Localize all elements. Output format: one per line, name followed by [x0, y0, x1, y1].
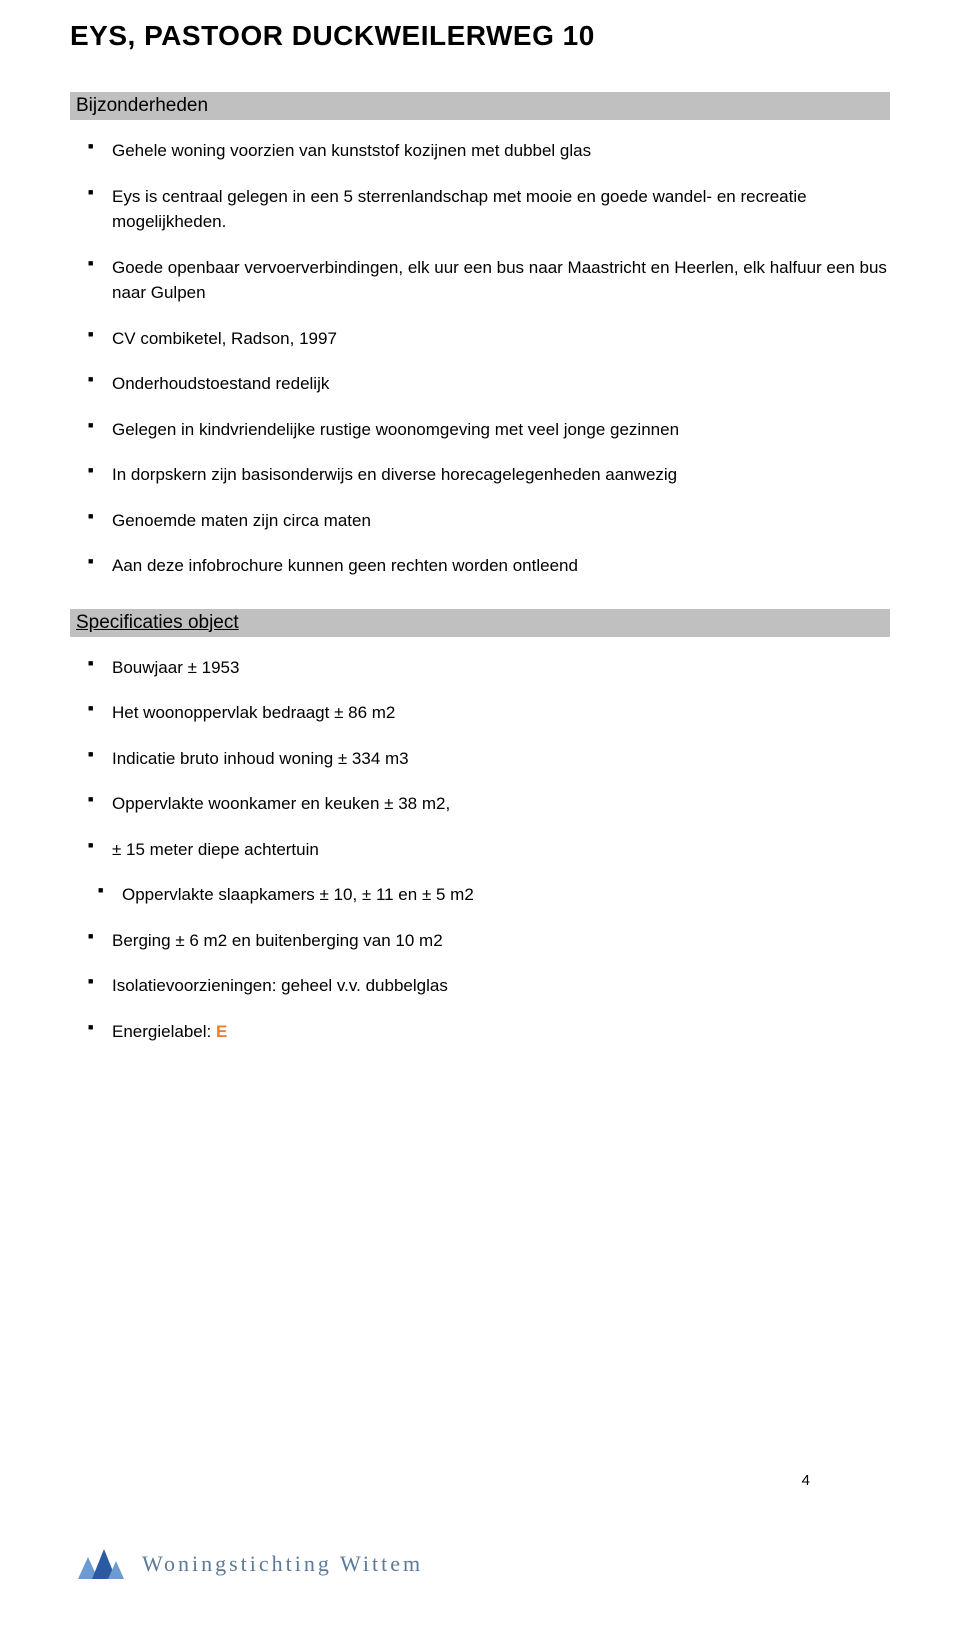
page-number: 4 — [802, 1472, 810, 1489]
item-list: Bouwjaar ± 1953 Het woonoppervlak bedraa… — [70, 655, 890, 1045]
energy-letter: E — [216, 1022, 227, 1041]
list-item: Het woonoppervlak bedraagt ± 86 m2 — [70, 700, 890, 726]
list-item: Indicatie bruto inhoud woning ± 334 m3 — [70, 746, 890, 772]
list-item: Goede openbaar vervoerverbindingen, elk … — [70, 255, 890, 306]
list-item: Onderhoudstoestand redelijk — [70, 371, 890, 397]
list-item: Oppervlakte woonkamer en keuken ± 38 m2, — [70, 791, 890, 817]
list-item: CV combiketel, Radson, 1997 — [70, 326, 890, 352]
energy-prefix: Energielabel: — [112, 1022, 216, 1041]
list-item: ± 15 meter diepe achtertuin — [70, 837, 890, 863]
list-item: Berging ± 6 m2 en buitenberging van 10 m… — [70, 928, 890, 954]
list-item: Gehele woning voorzien van kunststof koz… — [70, 138, 890, 164]
item-list: Gehele woning voorzien van kunststof koz… — [70, 138, 890, 579]
section-bijzonderheden: Bijzonderheden Gehele woning voorzien va… — [70, 92, 890, 579]
footer: Woningstichting Wittem — [70, 1539, 423, 1589]
list-item: In dorpskern zijn basisonderwijs en dive… — [70, 462, 890, 488]
list-item: Gelegen in kindvriendelijke rustige woon… — [70, 417, 890, 443]
page-title: EYS, PASTOOR DUCKWEILERWEG 10 — [70, 20, 890, 52]
section-header: Specificaties object — [70, 609, 890, 637]
section-specificaties: Specificaties object Bouwjaar ± 1953 Het… — [70, 609, 890, 1045]
list-item: Genoemde maten zijn circa maten — [70, 508, 890, 534]
section-header: Bijzonderheden — [70, 92, 890, 120]
footer-text: Woningstichting Wittem — [142, 1551, 423, 1577]
logo-icon — [70, 1539, 130, 1589]
list-item: Aan deze infobrochure kunnen geen rechte… — [70, 553, 890, 579]
list-item: Bouwjaar ± 1953 — [70, 655, 890, 681]
list-item: Isolatievoorzieningen: geheel v.v. dubbe… — [70, 973, 890, 999]
list-item: Eys is centraal gelegen in een 5 sterren… — [70, 184, 890, 235]
list-item: Energielabel: E — [70, 1019, 890, 1045]
list-item: Oppervlakte slaapkamers ± 10, ± 11 en ± … — [70, 882, 890, 908]
